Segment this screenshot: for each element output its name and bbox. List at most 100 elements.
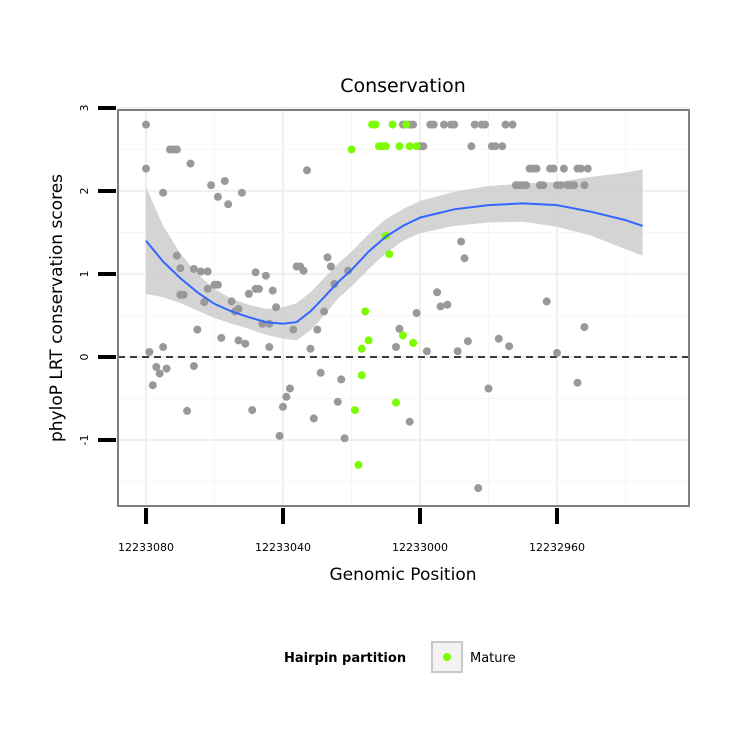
plot-panel-border	[117, 109, 690, 507]
data-point-mature	[357, 344, 366, 353]
data-point-other	[306, 344, 315, 353]
data-point-other	[159, 188, 168, 197]
y-tick-label: 1	[78, 271, 91, 278]
data-point-other	[549, 164, 558, 173]
data-point-other	[422, 347, 431, 356]
data-point-other	[481, 120, 490, 129]
y-tick-label: -1	[78, 435, 91, 446]
smooth-line	[145, 202, 643, 325]
smooth-curve	[145, 202, 643, 325]
chart-title: Conservation	[340, 75, 466, 97]
data-point-other	[145, 348, 154, 356]
x-axis-title: Genomic Position	[329, 565, 476, 585]
data-point-other	[505, 342, 514, 351]
data-point-other	[570, 181, 579, 190]
data-point-other	[460, 254, 469, 263]
data-point-other	[279, 402, 287, 411]
y-tick-label: 3	[78, 105, 91, 112]
data-point-other	[207, 181, 216, 190]
data-point-other	[193, 325, 202, 334]
data-point-other	[539, 181, 548, 190]
data-point-other	[183, 406, 192, 415]
data-point-other	[436, 302, 445, 311]
data-point-mature	[361, 307, 370, 316]
data-point-other	[261, 271, 270, 280]
data-point-other	[234, 304, 243, 313]
data-point-other	[142, 120, 150, 129]
data-point-mature	[392, 398, 400, 407]
data-point-other	[162, 364, 171, 373]
data-point-other	[412, 309, 421, 317]
data-point-mature	[350, 406, 359, 415]
data-point-other	[251, 268, 260, 277]
data-point-other	[272, 303, 281, 312]
data-point-other	[491, 142, 500, 151]
data-point-other	[189, 265, 198, 273]
data-point-other	[440, 120, 448, 129]
data-point-other	[241, 339, 250, 348]
data-point-other	[159, 343, 168, 351]
data-point-mature	[402, 120, 411, 129]
data-point-mature	[395, 142, 404, 151]
data-point-other	[309, 414, 318, 423]
data-point-other	[433, 288, 442, 297]
data-point-other	[463, 337, 472, 346]
data-point-other	[494, 334, 503, 343]
data-point-other	[200, 298, 209, 307]
data-points	[142, 120, 592, 493]
confidence-band	[146, 169, 643, 341]
data-point-other	[409, 120, 418, 129]
data-point-other	[244, 289, 253, 298]
x-tick-label: 12232960	[529, 541, 585, 554]
data-point-other	[522, 181, 531, 190]
legend-title: Hairpin partition	[284, 651, 406, 666]
data-point-other	[234, 336, 243, 345]
data-point-mature	[405, 142, 414, 151]
data-point-other	[227, 297, 236, 306]
data-point-other	[213, 192, 222, 201]
data-point-other	[474, 484, 483, 493]
data-point-other	[303, 166, 311, 175]
data-point-other	[542, 297, 551, 306]
data-point-other	[142, 164, 150, 173]
data-point-other	[248, 406, 257, 415]
data-point-other	[419, 142, 428, 151]
data-point-other	[220, 177, 229, 185]
data-point-other	[299, 266, 308, 275]
data-point-other	[443, 300, 452, 309]
data-point-other	[255, 284, 263, 293]
data-point-other	[429, 120, 438, 129]
legend: Hairpin partition Mature	[284, 641, 516, 673]
data-point-other	[330, 280, 339, 288]
data-point-other	[213, 280, 222, 289]
data-point-other	[172, 145, 181, 154]
data-point-other	[337, 375, 346, 384]
data-point-mature	[357, 371, 366, 380]
data-point-other	[553, 348, 561, 357]
data-point-other	[285, 384, 294, 393]
data-point-other	[580, 323, 589, 332]
data-point-other	[470, 120, 479, 129]
data-point-other	[392, 343, 400, 351]
data-point-other	[179, 290, 188, 299]
data-point-other	[498, 142, 507, 151]
data-point-other	[580, 181, 589, 190]
data-point-other	[203, 267, 212, 276]
data-point-other	[484, 384, 493, 393]
data-point-other	[265, 343, 274, 351]
data-point-other	[344, 266, 353, 275]
data-point-other	[573, 378, 582, 387]
confidence-band-area	[146, 169, 643, 341]
data-point-other	[268, 286, 277, 295]
legend-label-mature: Mature	[470, 651, 516, 666]
data-point-other	[316, 368, 325, 377]
data-point-mature	[381, 142, 390, 151]
data-point-other	[532, 164, 541, 173]
data-point-other	[453, 347, 462, 356]
data-point-other	[323, 253, 332, 262]
data-point-other	[217, 333, 226, 342]
data-point-other	[320, 307, 329, 316]
data-point-other	[326, 262, 335, 271]
